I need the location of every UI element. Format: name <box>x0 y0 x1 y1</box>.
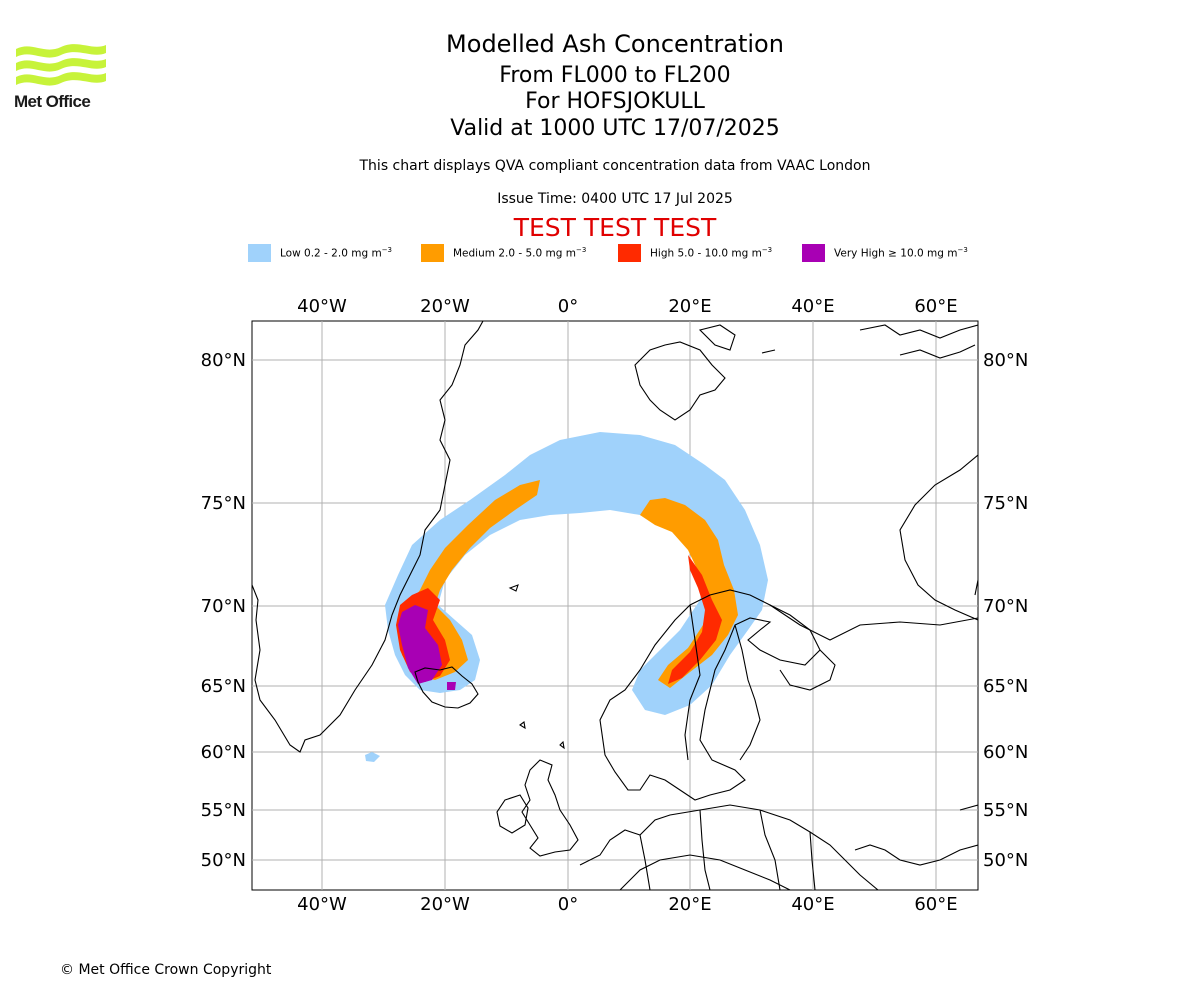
ash-very-high <box>398 605 456 690</box>
lat-label-70n-right: 70°N <box>983 596 1028 617</box>
lon-label-40e-bottom: 40°E <box>791 894 834 915</box>
lat-label-75n-right: 75°N <box>983 493 1028 514</box>
greenland-coast <box>252 321 484 753</box>
issue-time: Issue Time: 0400 UTC 17 Jul 2025 <box>497 191 733 207</box>
legend-exp-medium: −3 <box>575 246 587 254</box>
legend-label-high: High 5.0 - 10.0 mg m <box>650 247 762 260</box>
test-banner: TEST TEST TEST <box>513 213 717 242</box>
lat-labels-left: 80°N 75°N 70°N 65°N 60°N 55°N 50°N <box>201 350 246 871</box>
iceland-coast <box>414 666 479 709</box>
legend-label-very-high: Very High ≥ 10.0 mg m <box>834 247 958 260</box>
lon-label-60e-bottom: 60°E <box>914 894 957 915</box>
scandinavia-coast <box>599 589 821 801</box>
legend-swatch-high <box>618 244 641 262</box>
lat-labels-right: 80°N 75°N 70°N 65°N 60°N 55°N 50°N <box>983 350 1028 871</box>
uk-coast <box>521 759 579 857</box>
lat-label-60n-right: 60°N <box>983 742 1028 763</box>
legend-swatch-medium <box>421 244 444 262</box>
lat-label-50n-left: 50°N <box>201 850 246 871</box>
lat-label-80n-right: 80°N <box>983 350 1028 371</box>
lat-label-65n-right: 65°N <box>983 676 1028 697</box>
svalbard-coast <box>634 341 726 421</box>
logo-text: Met Office <box>14 92 91 111</box>
copyright: © Met Office Crown Copyright <box>60 962 272 978</box>
lon-label-20w-top: 20°W <box>420 296 470 317</box>
legend-exp-low: −3 <box>381 246 393 254</box>
legend-label-low: Low 0.2 - 2.0 mg m <box>280 247 382 260</box>
legend-exp-high: −3 <box>761 246 773 254</box>
lat-label-70n-left: 70°N <box>201 596 246 617</box>
lat-label-65n-left: 65°N <box>201 676 246 697</box>
lon-label-20w-bottom: 20°W <box>420 894 470 915</box>
valid-time: Valid at 1000 UTC 17/07/2025 <box>450 116 780 141</box>
legend-label-medium: Medium 2.0 - 5.0 mg m <box>453 247 576 260</box>
ireland-coast <box>496 794 529 834</box>
coastlines <box>252 321 978 890</box>
volcano-name: For HOFSJOKULL <box>525 89 705 114</box>
lon-label-0-bottom: 0° <box>558 894 578 915</box>
lat-label-80n-left: 80°N <box>201 350 246 371</box>
lon-label-40w-bottom: 40°W <box>297 894 347 915</box>
lat-label-60n-left: 60°N <box>201 742 246 763</box>
lat-label-55n-right: 55°N <box>983 800 1028 821</box>
lon-labels-top: 40°W 20°W 0° 20°E 40°E 60°E <box>297 296 957 317</box>
legend-exp-very-high: −3 <box>957 246 968 254</box>
lon-label-0-top: 0° <box>558 296 578 317</box>
met-office-logo-icon <box>16 44 106 86</box>
chart-title: Modelled Ash Concentration <box>446 30 784 58</box>
chart-description: This chart displays QVA compliant concen… <box>359 158 871 174</box>
lon-label-20e-bottom: 20°E <box>668 894 711 915</box>
lon-labels-bottom: 40°W 20°W 0° 20°E 40°E 60°E <box>297 894 957 915</box>
lat-label-55n-left: 55°N <box>201 800 246 821</box>
lon-label-40w-top: 40°W <box>297 296 347 317</box>
legend-swatch-very-high <box>802 244 825 262</box>
flight-levels: From FL000 to FL200 <box>499 63 731 88</box>
lon-label-20e-top: 20°E <box>668 296 711 317</box>
lon-label-40e-top: 40°E <box>791 296 834 317</box>
lat-label-50n-right: 50°N <box>983 850 1028 871</box>
lat-label-75n-left: 75°N <box>201 493 246 514</box>
lon-label-60e-top: 60°E <box>914 296 957 317</box>
legend-swatch-low <box>248 244 271 262</box>
